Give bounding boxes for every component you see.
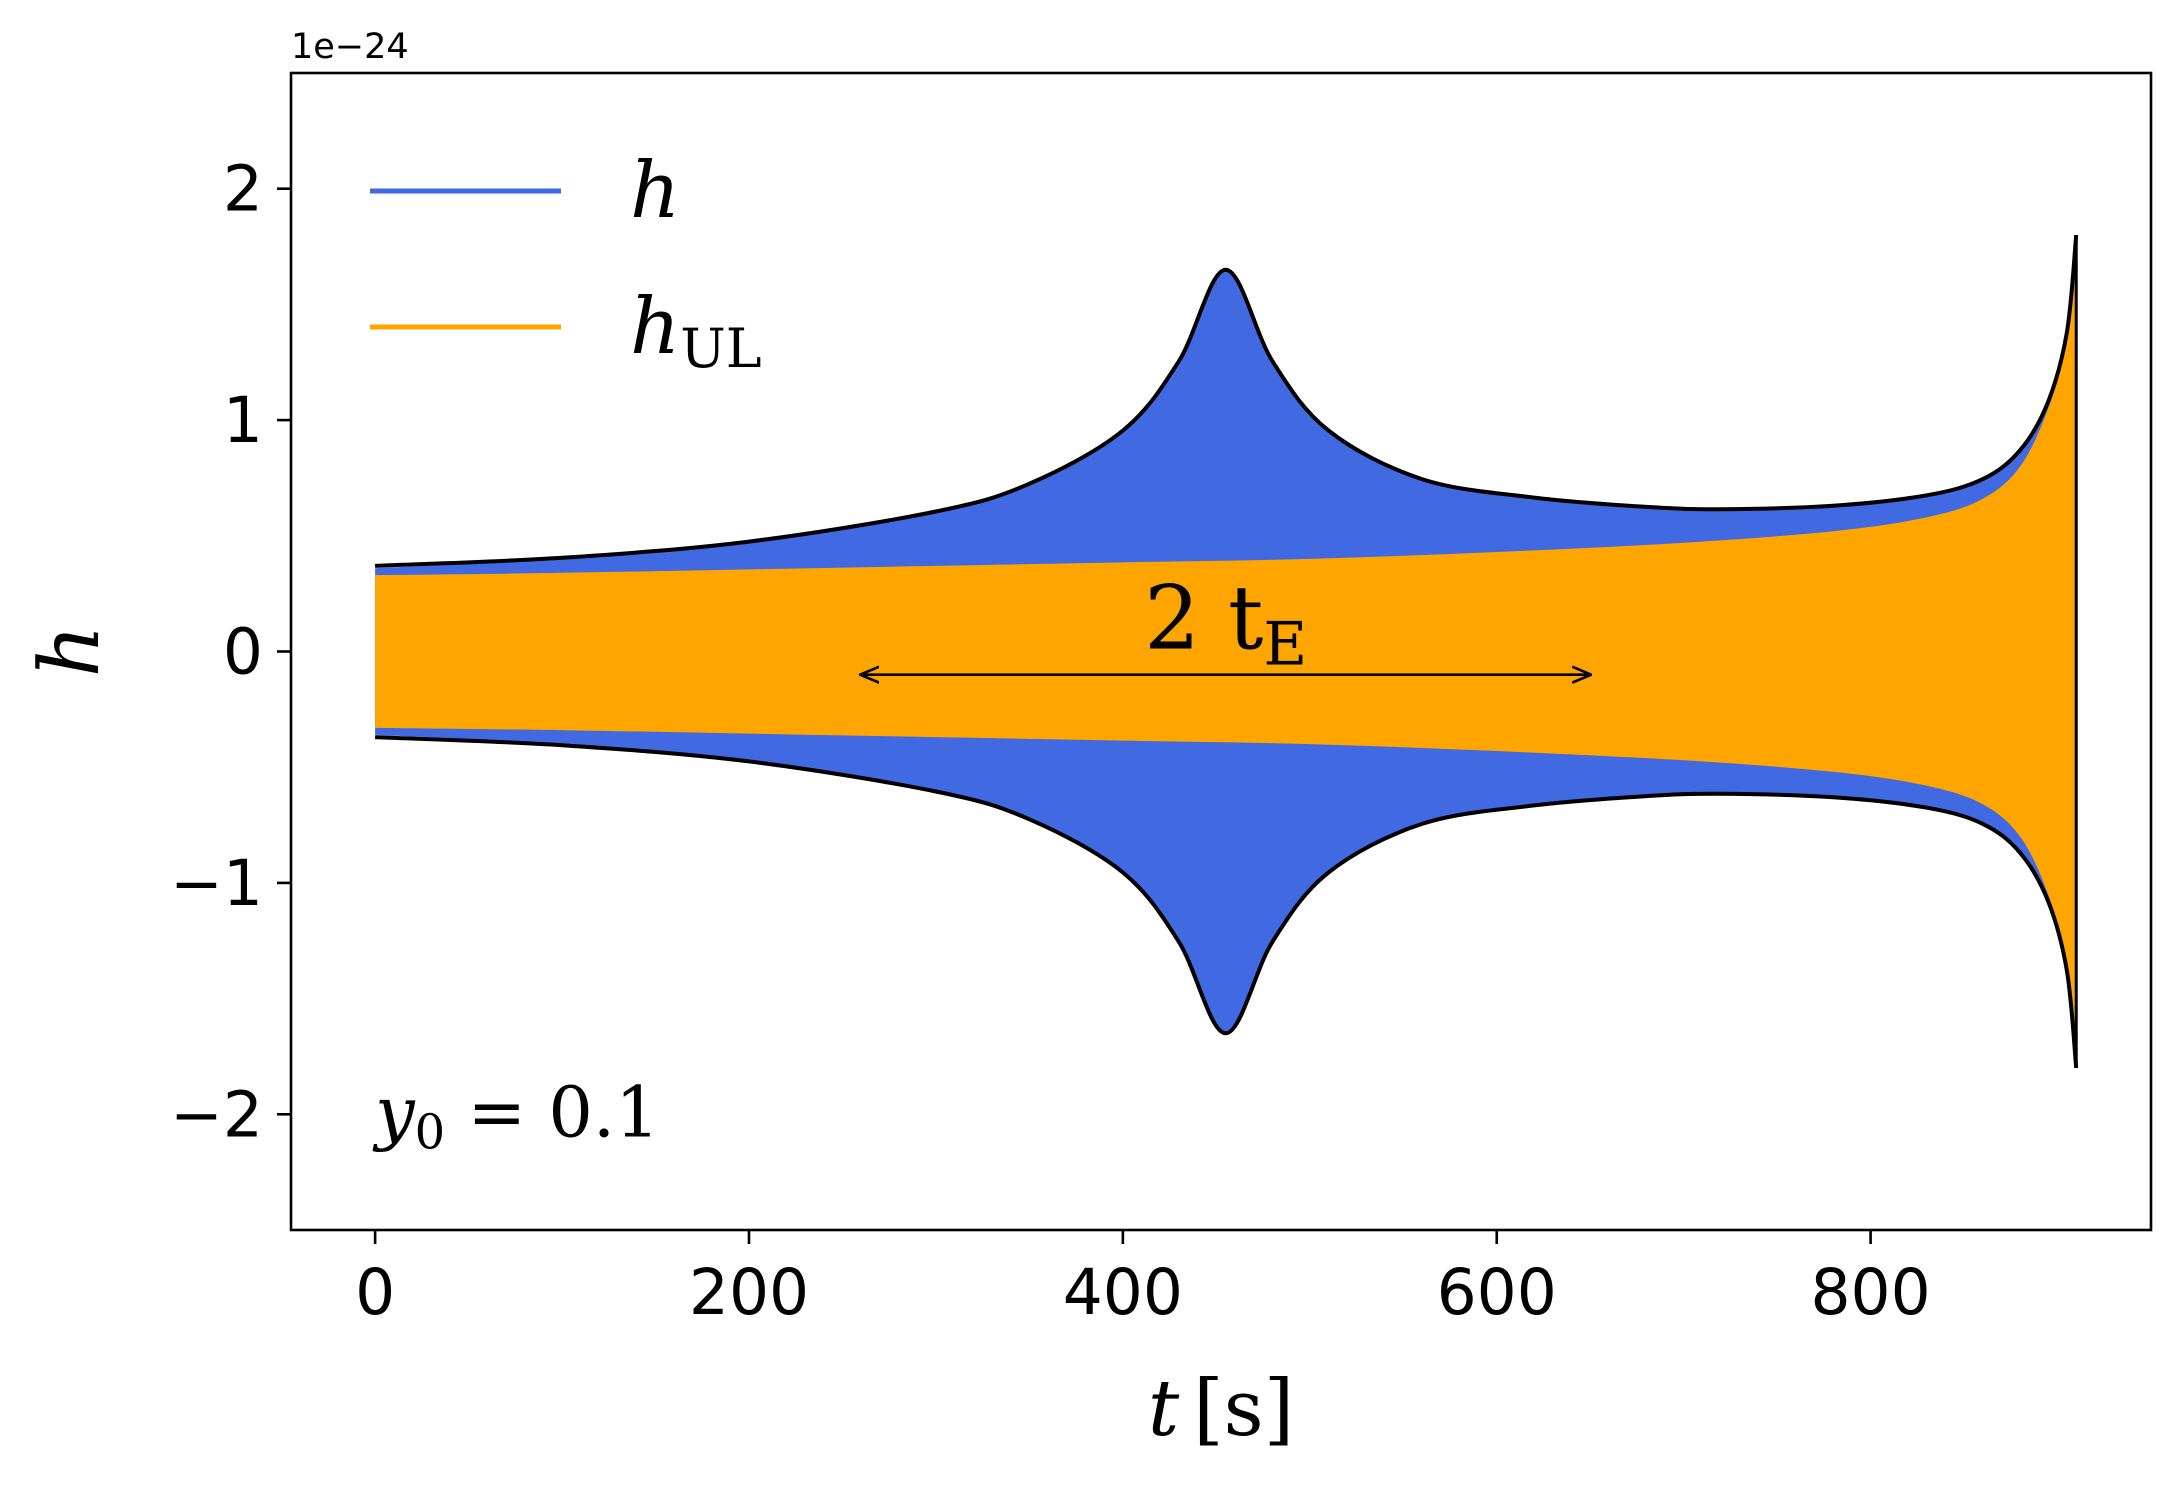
envelope-upper-line [375,234,2079,568]
x-axis-ticks: 0 200 400 600 800 [355,1230,1931,1329]
einstein-time-label: 2 tE [1144,567,1307,680]
y-axis-label: h [23,625,118,678]
y-tick-label: 2 [223,153,263,226]
y-tick-label: 0 [223,616,263,689]
x-axis-label: t [s] [1148,1364,1294,1454]
plot-envelope [375,234,2079,1069]
y-tick-label: −1 [170,847,263,920]
plot-fills [375,235,2077,1068]
x-tick-label: 600 [1437,1256,1557,1329]
x-tick-label: 0 [355,1256,395,1329]
series-fill-h-ul [375,246,2077,1057]
impact-parameter-label: y0 = 0.1 [372,1071,660,1160]
legend-label-h: h [630,146,680,236]
y-offset-text: 1e−24 [291,27,409,67]
legend: h hUL [370,146,762,380]
x-tick-label: 400 [1063,1256,1183,1329]
y-tick-label: 1 [223,384,263,457]
envelope-lower-line [375,735,2079,1069]
x-tick-label: 200 [689,1256,809,1329]
x-tick-label: 800 [1810,1256,1930,1329]
y-tick-label: −2 [170,1078,263,1151]
legend-label-h-ul: hUL [630,282,762,380]
y-axis-ticks: −2 −1 0 1 2 [170,153,291,1151]
